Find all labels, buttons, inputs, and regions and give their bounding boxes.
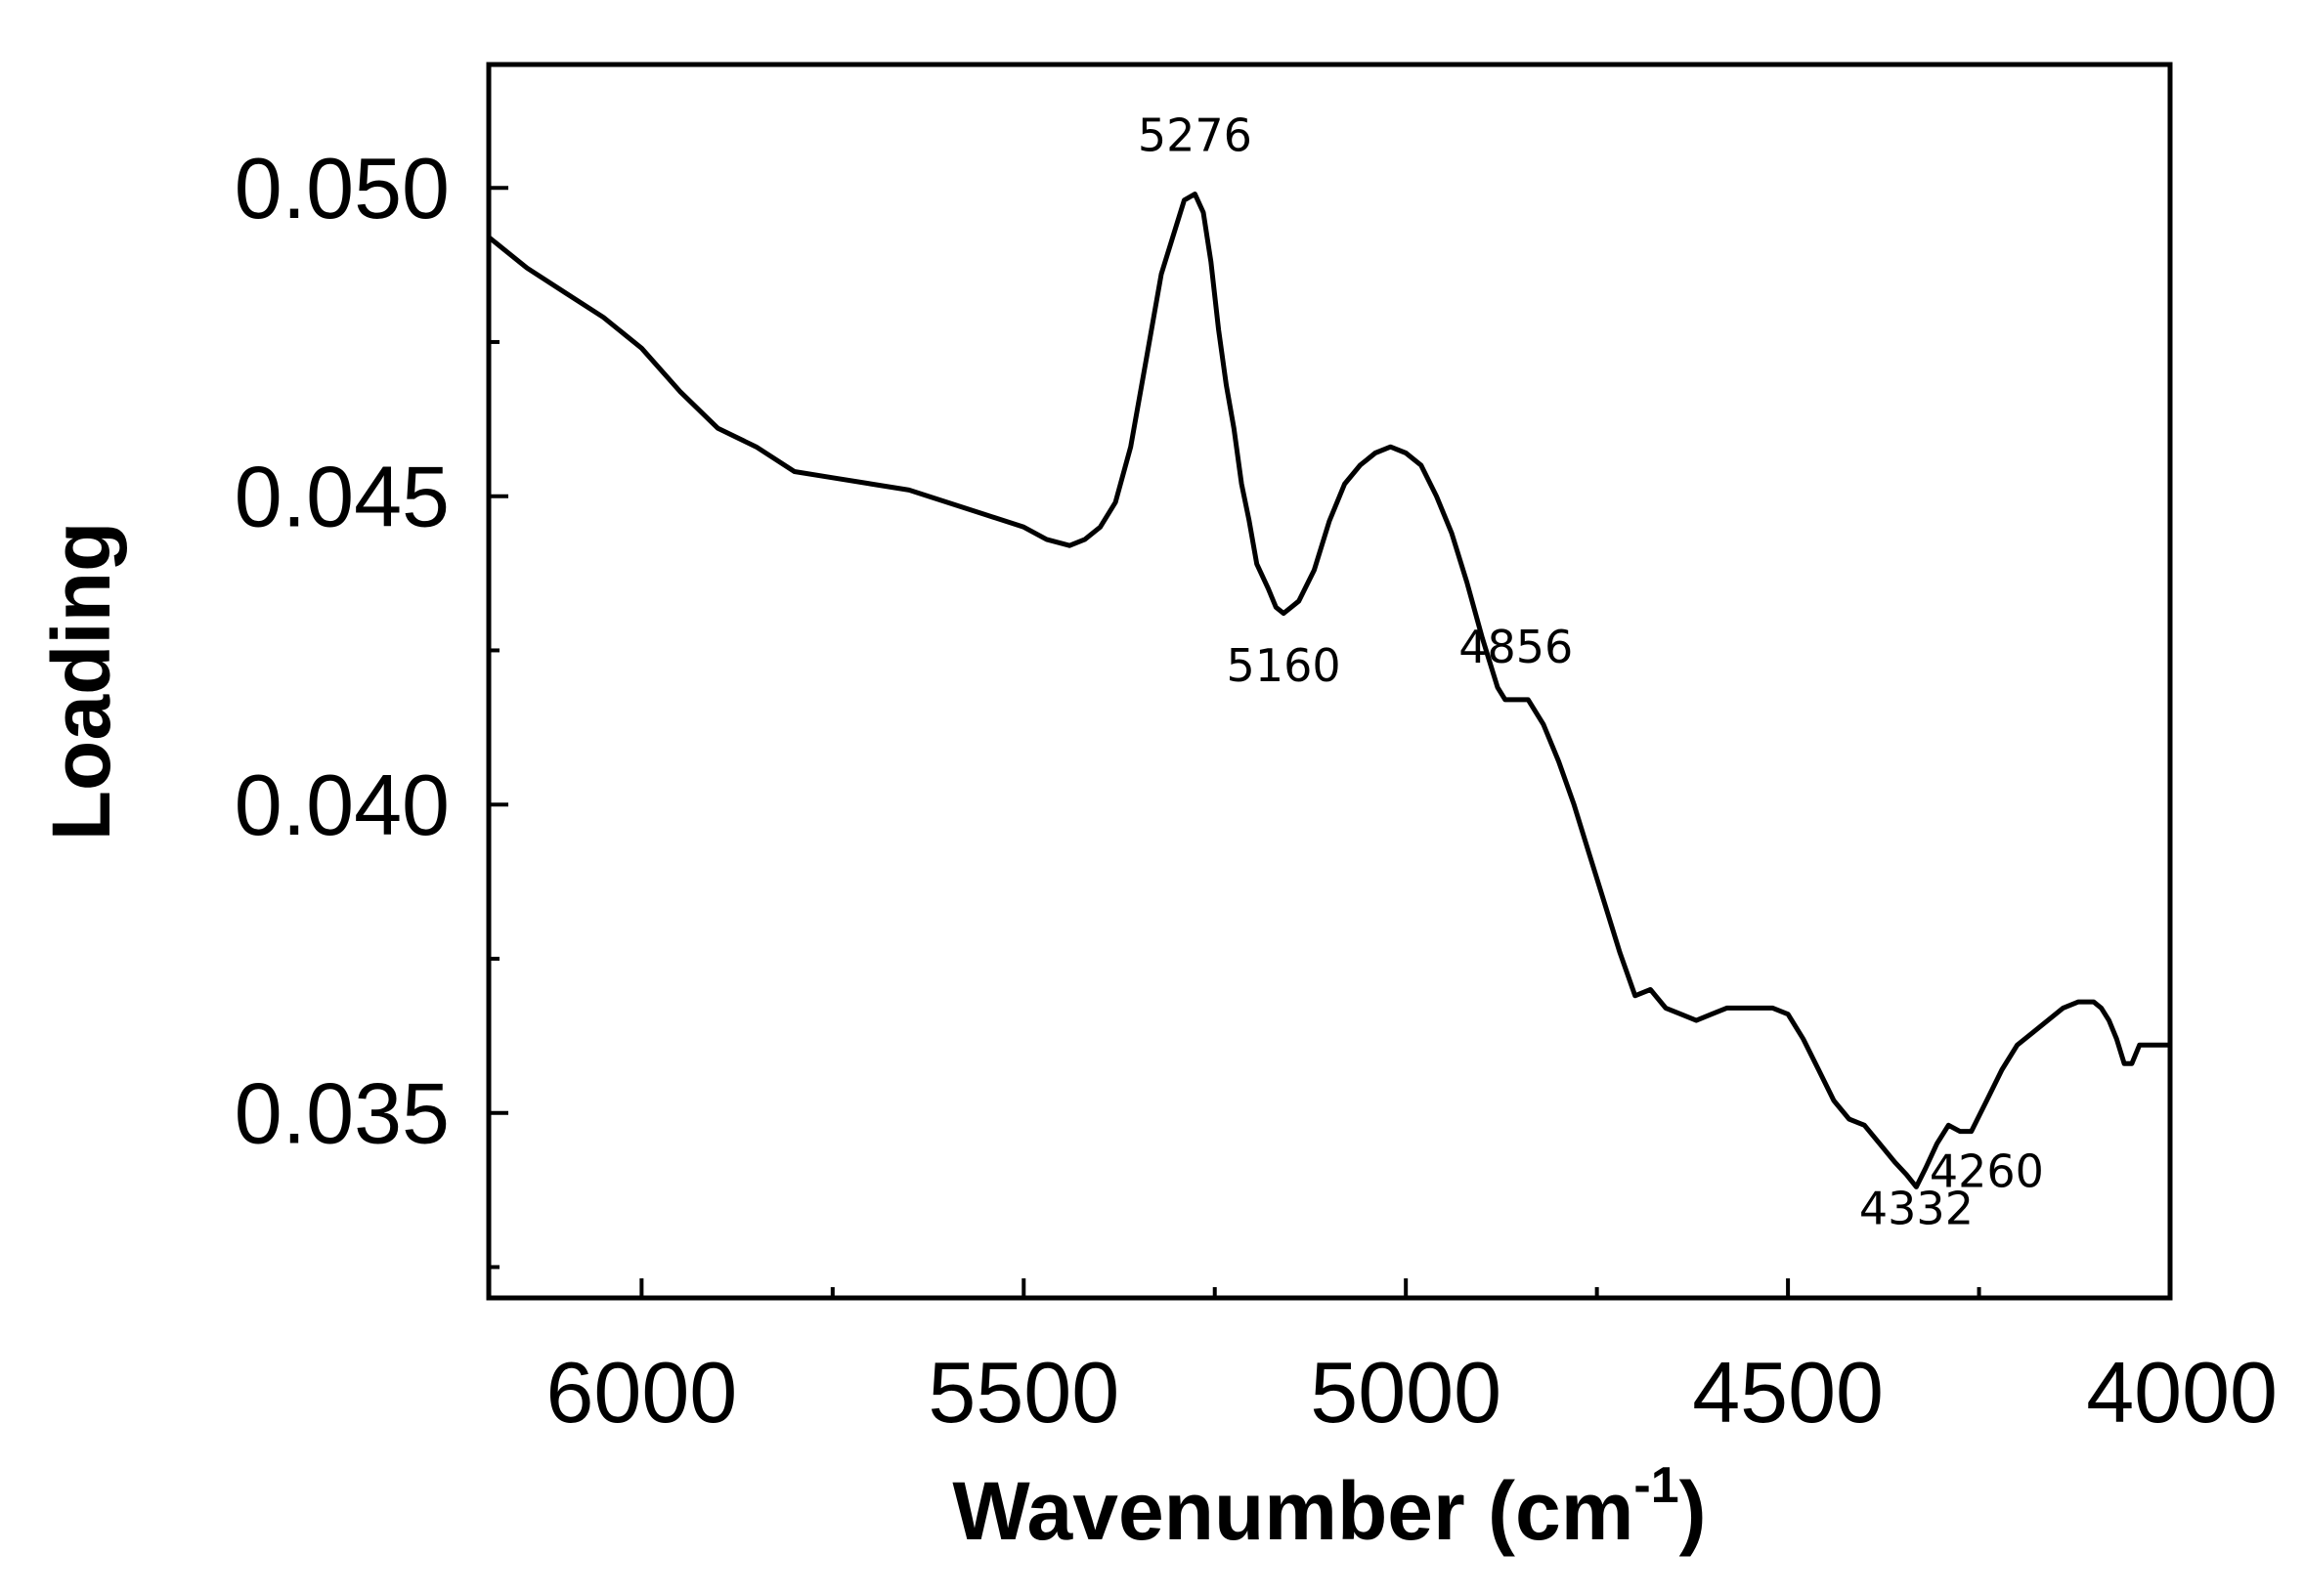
peak-label: 5276 xyxy=(1138,108,1252,161)
y-tick-label: 0.045 xyxy=(235,449,450,545)
x-axis-ticks xyxy=(639,1278,2172,1298)
x-axis-title: Wavenumber (cm-1) xyxy=(952,1457,1706,1557)
y-axis-title: Loading xyxy=(35,522,127,841)
peak-label: 4856 xyxy=(1458,621,1573,673)
y-axis-tick-labels: 0.050 0.045 0.040 0.035 xyxy=(235,140,450,1162)
x-axis-tick-labels: 6000 5500 5000 4500 4000 xyxy=(545,1344,2278,1441)
peak-label: 4260 xyxy=(1930,1144,2044,1197)
peak-label: 4332 xyxy=(1859,1182,1974,1234)
x-tick-label: 5500 xyxy=(928,1344,1119,1441)
x-tick-label: 4500 xyxy=(1692,1344,1884,1441)
plot-frame xyxy=(486,62,2173,1301)
x-axis-title-end: ) xyxy=(1679,1465,1707,1557)
y-tick-label: 0.050 xyxy=(235,140,450,237)
y-axis-ticks xyxy=(489,186,508,1270)
y-tick-label: 0.035 xyxy=(235,1065,450,1162)
peak-label: 5160 xyxy=(1227,639,1341,692)
series-line-loading xyxy=(486,192,2173,1189)
x-axis-title-superscript: -1 xyxy=(1633,1457,1678,1514)
x-tick-label: 5000 xyxy=(1310,1344,1501,1441)
x-tick-label: 4000 xyxy=(2086,1344,2278,1441)
y-tick-label: 0.040 xyxy=(235,756,450,853)
x-axis-title-main: Wavenumber (cm xyxy=(952,1465,1633,1557)
x-tick-label: 6000 xyxy=(545,1344,737,1441)
